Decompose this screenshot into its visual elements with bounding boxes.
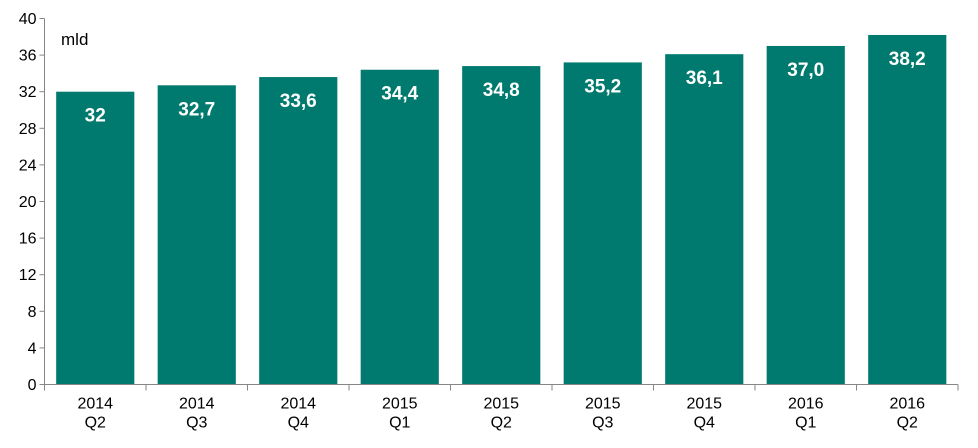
x-tick-label-4-line-1: Q2 [491, 415, 512, 432]
bar-value-label-0: 32 [85, 106, 106, 127]
bar-4 [462, 66, 541, 385]
bar-value-label-8: 38,2 [889, 49, 926, 70]
y-tick-label-2: 8 [28, 304, 37, 321]
y-tick-label-6: 24 [19, 157, 37, 174]
y-tick-label-5: 20 [19, 194, 37, 211]
bar-value-label-2: 33,6 [280, 91, 317, 112]
x-tick-label-3-line-0: 2015 [382, 396, 418, 413]
y-tick-label-4: 16 [19, 231, 37, 248]
x-tick-label-2-line-1: Q4 [288, 415, 309, 432]
x-tick-label-8-line-0: 2016 [889, 396, 925, 413]
y-tick-label-1: 4 [28, 340, 37, 357]
bar-8 [868, 34, 947, 385]
y-tick-label-7: 28 [19, 121, 37, 138]
x-tick-label-6-line-1: Q4 [694, 415, 715, 432]
x-tick-label-1-line-0: 2014 [179, 396, 215, 413]
bar-0 [56, 91, 135, 385]
labels-layer: 32 32,7 33,6 34,4 34,8 35,2 36,1 37,0 38,2 [85, 49, 926, 127]
x-tick-label-5-line-0: 2015 [585, 396, 621, 413]
x-tick-label-2-line-0: 2014 [280, 396, 316, 413]
x-tick-label-7-line-1: Q1 [795, 415, 816, 432]
y-tick-label-3: 12 [19, 267, 37, 284]
x-tick-label-6-line-0: 2015 [686, 396, 722, 413]
bar-1 [157, 85, 236, 385]
x-tick-label-4-line-0: 2015 [483, 396, 519, 413]
bar-value-label-5: 35,2 [584, 76, 621, 97]
x-tick-label-3-line-1: Q1 [389, 415, 410, 432]
y-tick-label-10: 40 [19, 11, 37, 28]
x-tick-label-0-line-0: 2014 [77, 396, 113, 413]
bar-5 [563, 62, 642, 385]
bar-value-label-1: 32,7 [178, 99, 215, 120]
x-tick-label-8-line-1: Q2 [897, 415, 918, 432]
x-tick-label-5-line-1: Q3 [592, 415, 613, 432]
x-tick-label-1-line-1: Q3 [186, 415, 207, 432]
bar-7 [766, 45, 845, 385]
bar-value-label-3: 34,4 [381, 84, 418, 105]
bar-2 [259, 77, 338, 385]
bar-value-label-4: 34,8 [483, 80, 520, 101]
axes-layer: 0 4 8 12 16 20 24 28 32 36 40 2014 Q2 2014 Q3 2014 Q4 201… [19, 11, 959, 432]
bar-value-label-6: 36,1 [686, 68, 723, 89]
bar-3 [360, 69, 439, 385]
y-tick-label-9: 36 [19, 48, 37, 65]
y-tick-label-8: 32 [19, 84, 37, 101]
bar-value-label-7: 37,0 [787, 60, 824, 81]
bar-6 [665, 54, 744, 385]
x-tick-label-0-line-1: Q2 [85, 415, 106, 432]
bars-layer [56, 34, 947, 385]
unit-label: mld [61, 30, 88, 49]
y-tick-label-0: 0 [28, 377, 37, 394]
x-tick-label-7-line-0: 2016 [788, 396, 824, 413]
